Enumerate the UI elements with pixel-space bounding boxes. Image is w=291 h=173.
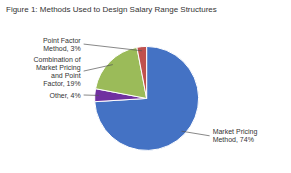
chart: Figure 1: Methods Used to Design Salary … bbox=[0, 0, 291, 173]
label-line: Other, 4% bbox=[49, 92, 80, 99]
leader-line bbox=[84, 95, 99, 96]
label-line: Factor, 19% bbox=[43, 80, 80, 87]
slice-label: Point FactorMethod, 3% bbox=[43, 37, 81, 52]
leader-line bbox=[182, 131, 210, 136]
slice bbox=[95, 46, 199, 150]
slice-label: Other, 4% bbox=[49, 92, 80, 99]
slices bbox=[95, 46, 199, 150]
slice-label: Combination ofMarket Pricingand PointFac… bbox=[34, 56, 81, 87]
title: Figure 1: Methods Used to Design Salary … bbox=[6, 5, 217, 14]
leader-line bbox=[84, 44, 142, 51]
pie-group: Market PricingMethod, 74%Other, 4%Combin… bbox=[34, 37, 258, 151]
slice bbox=[96, 47, 147, 98]
label-line: Method, 74% bbox=[213, 136, 254, 143]
label-line: Combination of bbox=[34, 56, 81, 63]
label-line: Market Pricing bbox=[213, 128, 258, 136]
label-line: and Point bbox=[51, 72, 81, 79]
leader-line bbox=[84, 65, 113, 71]
label-line: Market Pricing bbox=[36, 64, 81, 72]
label-line: Point Factor bbox=[43, 37, 81, 44]
label-line: Method, 3% bbox=[43, 45, 80, 52]
slice-label: Market PricingMethod, 74% bbox=[213, 128, 258, 143]
slice bbox=[137, 46, 147, 98]
